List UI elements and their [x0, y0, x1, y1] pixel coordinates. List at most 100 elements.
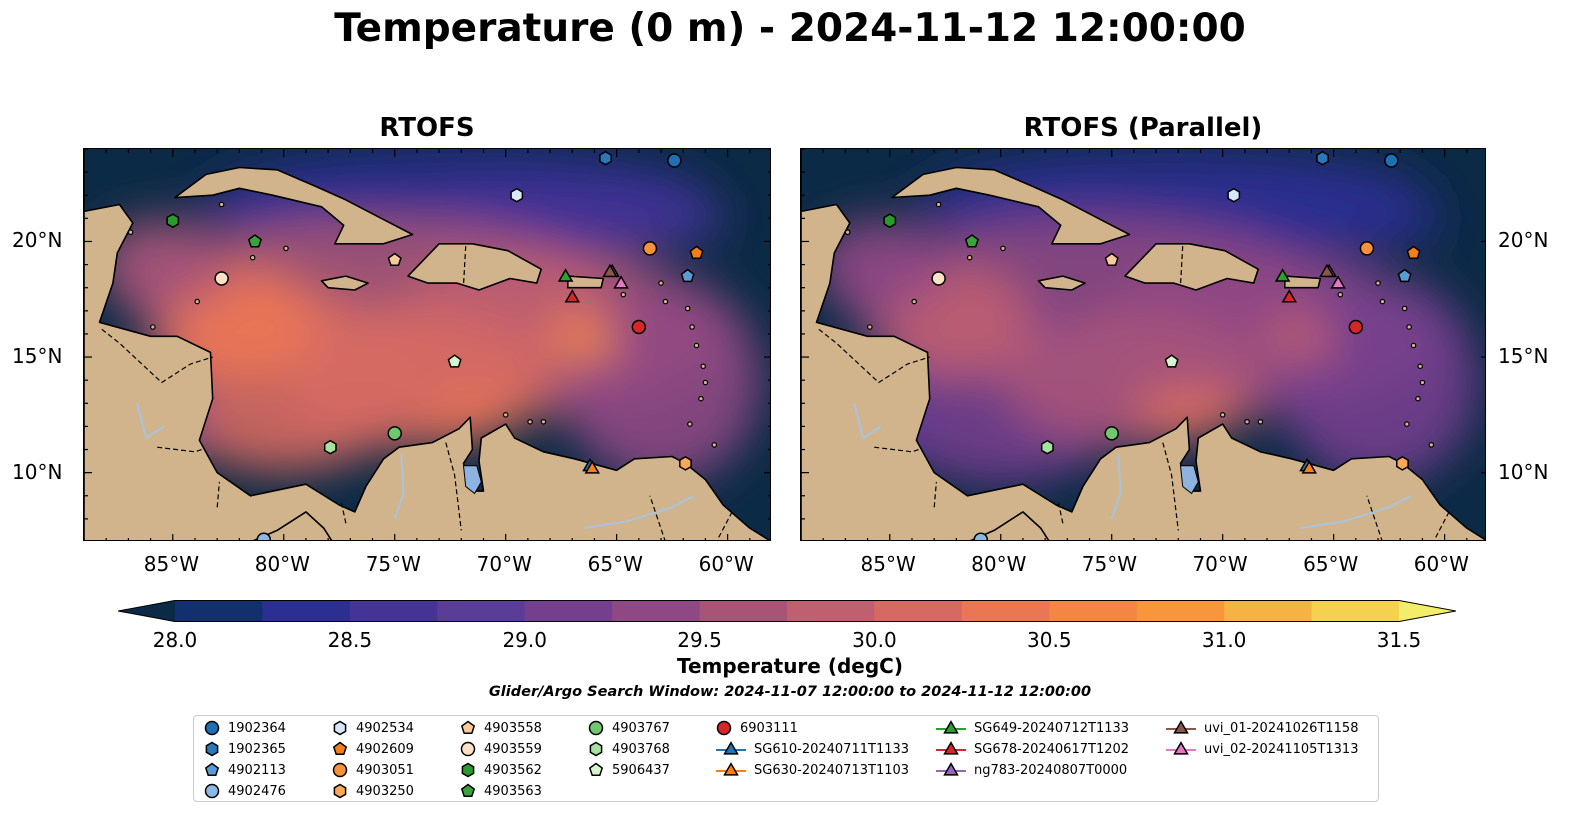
observation-marker-SG649-20240712T1133[interactable] [1274, 268, 1291, 282]
legend-label: 1902364 [228, 720, 286, 736]
colorbar-bin [1224, 600, 1313, 622]
observation-marker-4903558[interactable] [1104, 252, 1119, 266]
legend-marker-icon [1166, 720, 1196, 734]
observation-marker-1902364[interactable] [667, 153, 682, 168]
legend-item: uvi_01-20241026T1158 [1166, 718, 1358, 738]
legend-item: SG610-20240711T1133 [716, 739, 909, 759]
lon-tick-label: 85°W [143, 552, 199, 576]
legend-label: 4903767 [612, 720, 670, 736]
legend-item: 1902365 [204, 739, 286, 759]
observation-marker-5906437[interactable] [1164, 354, 1179, 368]
observation-marker-4903562[interactable] [883, 213, 897, 229]
observation-marker-4903767[interactable] [1104, 426, 1119, 441]
observation-marker-4903559[interactable] [931, 271, 946, 286]
legend-marker-icon [716, 741, 746, 755]
colorbar-bin [699, 600, 788, 622]
observation-marker-1902365[interactable] [1316, 150, 1329, 166]
colorbar-tick-label: 31.5 [1376, 628, 1422, 652]
legend-item: 4903051 [332, 760, 414, 780]
colorbar-bin [874, 600, 963, 622]
observation-marker-4903051[interactable] [1359, 241, 1375, 256]
observation-marker-4902534[interactable] [1227, 187, 1241, 203]
observation-marker-uvi_01-20241026T1158[interactable] [1319, 263, 1335, 278]
legend-item: uvi_02-20241105T1313 [1166, 739, 1358, 759]
observation-marker-4903559[interactable] [214, 271, 229, 286]
observation-marker-SG678-20240617T1202[interactable] [1281, 289, 1297, 303]
observation-marker-1902364[interactable] [1384, 153, 1399, 168]
observation-marker-4903563[interactable] [964, 234, 979, 248]
legend-item: 4903562 [460, 760, 542, 780]
legend-item: 4903558 [460, 718, 542, 738]
observation-marker-4903563[interactable] [247, 234, 262, 248]
observation-marker-4903768[interactable] [323, 439, 337, 455]
observation-marker-SG630-20240713T1103[interactable] [1301, 460, 1318, 474]
legend-label: ng783-20240807T0000 [974, 762, 1128, 778]
observation-marker-SG678-20240617T1202[interactable] [564, 289, 580, 303]
observation-marker-6903111[interactable] [1348, 319, 1364, 335]
observation-marker-6903111[interactable] [631, 319, 647, 335]
map-panel-left[interactable] [83, 148, 771, 541]
legend-label: 4903558 [484, 720, 542, 736]
legend-marker-icon [461, 762, 475, 778]
legend-marker-icon [936, 741, 966, 755]
legend-label: 5906437 [612, 762, 670, 778]
lat-tick-label-right: 10°N [1498, 459, 1549, 484]
legend-label: uvi_02-20241105T1313 [1204, 741, 1359, 757]
colorbar-tick-label: 28.0 [152, 628, 198, 652]
observation-marker-4902113[interactable] [1397, 268, 1412, 283]
legend-label: SG610-20240711T1133 [754, 741, 910, 757]
observation-marker-uvi_02-20241105T1313[interactable] [613, 275, 629, 289]
legend-label: 4902534 [356, 720, 414, 736]
legend-marker-icon [333, 720, 347, 736]
observation-marker-4903558[interactable] [387, 252, 402, 266]
observation-marker-4903767[interactable] [387, 426, 402, 441]
legend-item: 4902113 [204, 760, 286, 780]
observation-marker-SG630-20240713T1103[interactable] [584, 460, 601, 474]
panel-title-right: RTOFS (Parallel) [1023, 113, 1263, 143]
observation-marker-4902609[interactable] [1406, 245, 1421, 260]
legend-marker-icon [333, 783, 347, 799]
colorbar-tick-label: 30.0 [852, 628, 897, 652]
legend-marker-icon [936, 762, 966, 776]
legend: 1902364 1902365 4902113 4902476 4902534 49026… [193, 715, 1379, 802]
legend-marker-icon [204, 720, 220, 736]
colorbar-bin [1049, 600, 1138, 622]
legend-item: 4903767 [588, 718, 670, 738]
legend-label: SG630-20240713T1103 [754, 762, 910, 778]
legend-marker-icon [204, 783, 220, 799]
legend-marker-icon [1166, 741, 1196, 755]
observation-marker-4903562[interactable] [166, 213, 180, 229]
legend-label: SG678-20240617T1202 [974, 741, 1130, 757]
observation-marker-4903250[interactable] [1396, 456, 1409, 471]
observation-marker-4903768[interactable] [1040, 439, 1054, 455]
observation-marker-4902113[interactable] [680, 268, 695, 283]
lat-tick-label-right: 20°N [1498, 228, 1549, 253]
observation-marker-5906437[interactable] [447, 354, 462, 368]
observation-marker-uvi_01-20241026T1158[interactable] [602, 263, 618, 278]
observation-marker-4903250[interactable] [679, 456, 692, 471]
search-window-caption: Glider/Argo Search Window: 2024-11-07 12… [488, 684, 1092, 700]
colorbar-bin [1311, 600, 1400, 622]
observation-marker-SG649-20240712T1133[interactable] [557, 268, 574, 282]
observation-marker-4902534[interactable] [510, 187, 524, 203]
observation-marker-4902476[interactable] [973, 532, 989, 541]
observation-marker-4902476[interactable] [256, 532, 272, 541]
colorbar-bin [1136, 600, 1225, 622]
observation-marker-4902609[interactable] [689, 245, 704, 260]
observation-marker-1902365[interactable] [599, 150, 612, 166]
legend-marker-icon [460, 720, 476, 735]
observation-marker-4903051[interactable] [642, 241, 658, 256]
lon-tick-label: 70°W [476, 552, 532, 576]
legend-marker-icon [588, 762, 604, 777]
legend-item: 4902476 [204, 781, 286, 801]
legend-item: 4903559 [460, 739, 542, 759]
legend-label: 4903768 [612, 741, 670, 757]
map-panel-right[interactable] [800, 148, 1486, 541]
legend-marker-icon [716, 720, 732, 736]
observation-marker-uvi_02-20241105T1313[interactable] [1330, 275, 1346, 289]
legend-marker-icon [332, 762, 348, 778]
colorbar-extend-high [1399, 600, 1456, 622]
legend-marker-icon [205, 741, 219, 757]
lat-tick-label-left: 10°N [12, 459, 63, 484]
legend-label: 4903051 [356, 762, 414, 778]
